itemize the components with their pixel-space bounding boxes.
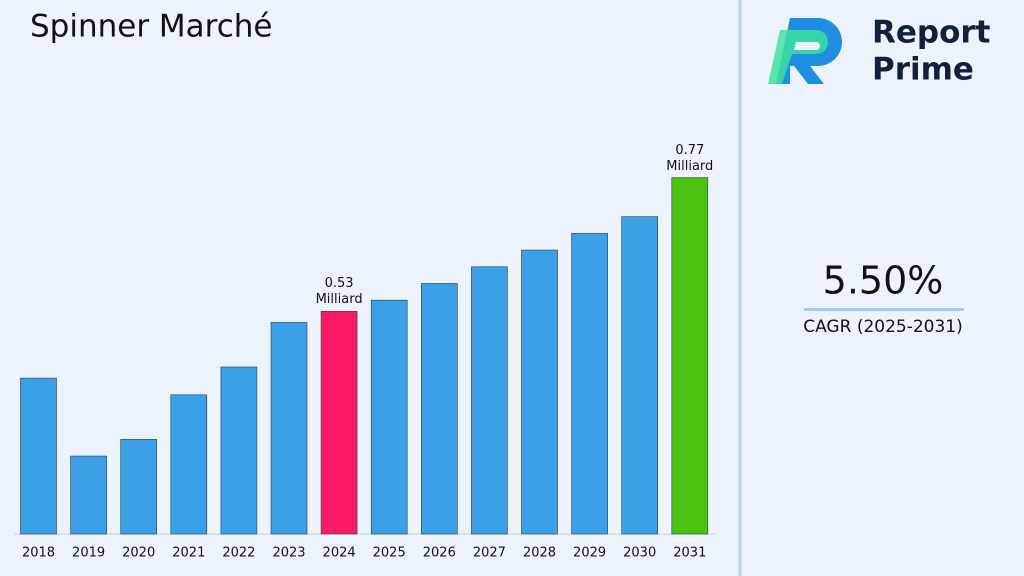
bar	[320, 311, 358, 535]
x-tick-label: 2019	[72, 546, 105, 561]
bar	[170, 394, 208, 535]
x-tick-label: 2031	[673, 546, 706, 561]
bar	[70, 455, 107, 535]
logo	[768, 18, 842, 84]
bar	[370, 299, 408, 535]
x-tick-label: 2028	[523, 546, 556, 561]
brand-name: Prime	[872, 52, 974, 88]
x-tick-label: 2025	[373, 546, 406, 561]
x-tick-label: 2023	[272, 546, 305, 561]
bar	[471, 266, 508, 535]
x-tick-label: 2026	[423, 546, 456, 561]
bar	[270, 322, 308, 535]
x-tick-label: 2024	[323, 546, 356, 561]
x-tick-label: 2027	[473, 546, 506, 561]
cagr-value: 5.50%	[823, 259, 944, 303]
bar	[621, 216, 659, 535]
bar	[120, 439, 157, 535]
brand-name: Report	[872, 15, 991, 51]
cagr-label: CAGR (2025-2031)	[803, 317, 963, 337]
x-tick-label: 2030	[623, 546, 656, 561]
bar	[671, 177, 709, 535]
x-tick-label: 2021	[172, 546, 205, 561]
bar	[420, 283, 458, 535]
cagr-underline	[804, 308, 964, 311]
x-tick-label: 2029	[573, 546, 606, 561]
chart-title: Spinner Marché	[30, 9, 273, 45]
value-label: 0.53 Milliard	[315, 276, 363, 308]
bar	[521, 249, 558, 535]
bar	[571, 233, 608, 535]
x-tick-label: 2020	[122, 546, 155, 561]
bar	[20, 377, 57, 535]
x-tick-label: 2022	[222, 546, 255, 561]
x-tick-label: 2018	[22, 546, 55, 561]
bar	[220, 366, 258, 535]
value-label: 0.77 Milliard	[666, 142, 714, 174]
